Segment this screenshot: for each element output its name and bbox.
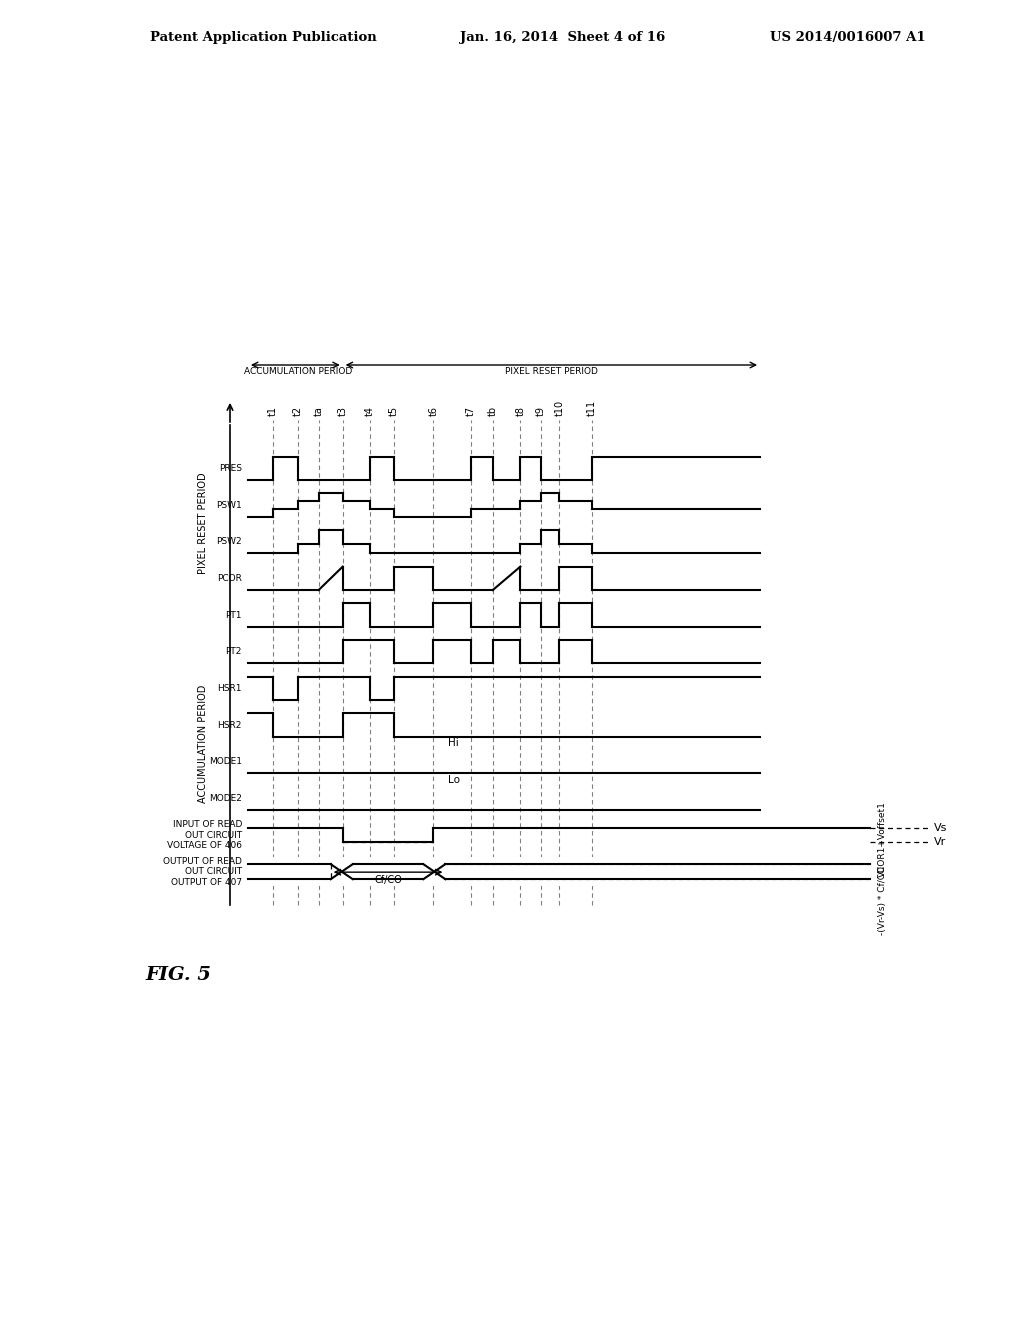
Text: Jan. 16, 2014  Sheet 4 of 16: Jan. 16, 2014 Sheet 4 of 16	[460, 30, 666, 44]
Text: PSW2: PSW2	[216, 537, 242, 546]
Text: Patent Application Publication: Patent Application Publication	[150, 30, 377, 44]
Text: t6: t6	[428, 407, 438, 416]
Text: t9: t9	[536, 407, 546, 416]
Text: Lo: Lo	[449, 775, 461, 785]
Text: t4: t4	[365, 407, 375, 416]
Text: ACCUMULATION PERIOD: ACCUMULATION PERIOD	[244, 367, 352, 376]
Text: t10: t10	[554, 400, 564, 416]
Text: ta: ta	[313, 407, 324, 416]
Text: t3: t3	[338, 407, 348, 416]
Text: t1: t1	[267, 407, 278, 416]
Text: Cf/CO: Cf/CO	[374, 875, 401, 886]
Text: ACCUMULATION PERIOD: ACCUMULATION PERIOD	[198, 684, 208, 803]
Text: PSW1: PSW1	[216, 500, 242, 510]
Text: t11: t11	[587, 400, 597, 416]
Text: INPUT OF READ
OUT CIRCUIT
VOLTAGE OF 406: INPUT OF READ OUT CIRCUIT VOLTAGE OF 406	[167, 820, 242, 850]
Text: US 2014/0016007 A1: US 2014/0016007 A1	[770, 30, 926, 44]
Text: MODE1: MODE1	[209, 758, 242, 766]
Text: PCOR: PCOR	[217, 574, 242, 583]
Text: tb: tb	[487, 405, 498, 416]
Text: Vs: Vs	[934, 822, 947, 833]
Text: FIG. 5: FIG. 5	[145, 966, 211, 983]
Text: OUTPUT OF READ
OUT CIRCUIT
OUTPUT OF 407: OUTPUT OF READ OUT CIRCUIT OUTPUT OF 407	[163, 857, 242, 887]
Text: MODE2: MODE2	[209, 793, 242, 803]
Bar	[246, 857, 878, 887]
Text: PIXEL RESET PERIOD: PIXEL RESET PERIOD	[505, 367, 598, 376]
Text: Vr: Vr	[934, 837, 946, 847]
Text: t8: t8	[515, 407, 525, 416]
Text: PIXEL RESET PERIOD: PIXEL RESET PERIOD	[198, 473, 208, 574]
Text: PT1: PT1	[225, 610, 242, 619]
Text: Hi: Hi	[449, 738, 459, 748]
Text: VCOR1+Voffset1: VCOR1+Voffset1	[878, 801, 887, 878]
Text: t5: t5	[389, 405, 399, 416]
Text: PRES: PRES	[219, 463, 242, 473]
Text: -(Vr-Vs) * Cf/CO: -(Vr-Vs) * Cf/CO	[878, 866, 887, 935]
Text: HSR2: HSR2	[218, 721, 242, 730]
Text: HSR1: HSR1	[217, 684, 242, 693]
Text: t7: t7	[466, 405, 476, 416]
Text: PT2: PT2	[225, 647, 242, 656]
Text: t2: t2	[293, 405, 303, 416]
